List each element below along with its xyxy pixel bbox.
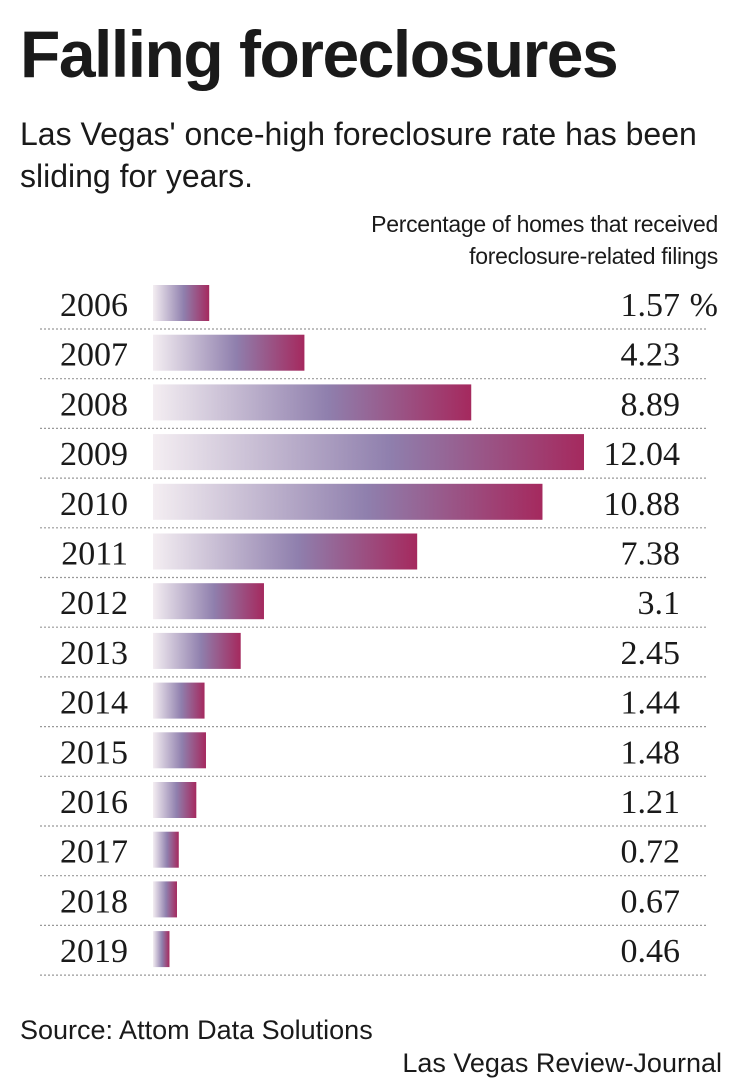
bar-2019: [153, 931, 170, 968]
bar-2010: [153, 483, 543, 520]
bar-rows: 2006 1.57 % 2007 4.23 2008 8.89 2009 12.04 2010 10…: [40, 285, 718, 976]
value-label-2012: 3.1: [638, 585, 681, 622]
value-label-2018: 0.67: [621, 883, 681, 920]
value-label-2016: 1.21: [621, 784, 681, 821]
year-label-2015: 2015: [60, 734, 128, 771]
year-label-2018: 2018: [60, 883, 128, 920]
bar-2009: [153, 434, 584, 471]
year-label-2008: 2008: [60, 386, 128, 423]
axis-note: Percentage of homes that received forecl…: [371, 208, 718, 272]
bar-2006: [153, 285, 210, 321]
axis-note-line-1: Percentage of homes that received: [371, 211, 718, 237]
bar-2011: [153, 533, 418, 570]
value-label-2014: 1.44: [621, 685, 681, 722]
bar-2014: [153, 682, 205, 719]
value-label-2008: 8.89: [621, 386, 681, 423]
year-label-2012: 2012: [60, 585, 128, 622]
bar-2017: [153, 831, 179, 868]
source-note: Source: Attom Data Solutions: [20, 1015, 373, 1045]
value-label-2017: 0.72: [621, 834, 681, 871]
year-label-2013: 2013: [60, 635, 128, 672]
value-label-2013: 2.45: [621, 635, 681, 672]
bar-2016: [153, 782, 197, 818]
year-label-2009: 2009: [60, 436, 128, 473]
value-label-2011: 7.38: [621, 536, 681, 573]
year-label-2016: 2016: [60, 784, 128, 821]
year-label-2006: 2006: [60, 287, 128, 324]
value-label-2009: 12.04: [604, 436, 681, 473]
chart-title: Falling foreclosures: [20, 17, 619, 91]
bar-2008: [153, 384, 472, 421]
value-label-2019: 0.46: [621, 933, 681, 970]
bar-2018: [153, 881, 177, 918]
year-label-2011: 2011: [61, 536, 128, 573]
bar-2013: [153, 632, 241, 669]
credit-line: Las Vegas Review-Journal: [402, 1048, 722, 1078]
value-label-2010: 10.88: [604, 486, 681, 523]
unit-label: %: [690, 287, 718, 324]
bar-2012: [153, 583, 264, 620]
year-label-2019: 2019: [60, 933, 128, 970]
value-label-2015: 1.48: [621, 734, 681, 771]
value-label-2007: 4.23: [621, 337, 681, 374]
year-label-2007: 2007: [60, 337, 128, 374]
year-label-2010: 2010: [60, 486, 128, 523]
bar-2015: [153, 732, 206, 769]
axis-note-line-2: foreclosure-related filings: [469, 243, 718, 269]
chart-subtitle: Las Vegas' once-high foreclosure rate ha…: [20, 116, 697, 194]
year-label-2014: 2014: [60, 685, 128, 722]
value-label-2006: 1.57: [621, 287, 681, 324]
bar-2007: [153, 334, 305, 371]
year-label-2017: 2017: [60, 834, 128, 871]
